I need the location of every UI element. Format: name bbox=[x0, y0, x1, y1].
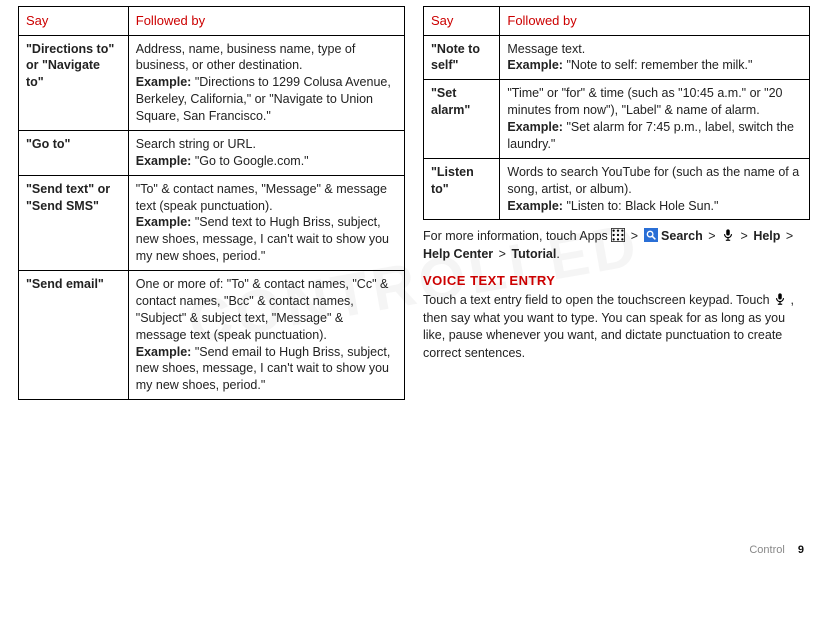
example-label: Example: bbox=[136, 215, 195, 229]
body-text: Message text. bbox=[507, 42, 585, 56]
example-text: "Note to self: remember the milk." bbox=[566, 58, 752, 72]
search-icon bbox=[644, 228, 658, 242]
apps-icon bbox=[611, 228, 625, 242]
followed-cell: Words to search YouTube for (such as the… bbox=[500, 158, 810, 220]
table-row: "Go to" Search string or URL. Example: "… bbox=[19, 130, 405, 175]
example-label: Example: bbox=[507, 199, 566, 213]
body-text: Address, name, business name, type of bu… bbox=[136, 42, 356, 73]
example-text: "Go to Google.com." bbox=[195, 154, 309, 168]
say-cell: "Go to" bbox=[19, 130, 129, 175]
say-cell: "Note to self" bbox=[424, 35, 500, 80]
col-header-say: Say bbox=[424, 7, 500, 36]
body-text: Search string or URL. bbox=[136, 137, 256, 151]
help-center-label: Help Center bbox=[423, 247, 493, 261]
page-footer: Control 9 bbox=[749, 544, 804, 556]
followed-cell: Address, name, business name, type of bu… bbox=[128, 35, 404, 130]
mic-icon bbox=[721, 228, 735, 242]
search-label: Search bbox=[661, 229, 703, 243]
table-row: "Note to self" Message text. Example: "N… bbox=[424, 35, 810, 80]
left-column: Say Followed by "Directions to" or "Navi… bbox=[18, 6, 405, 400]
table-header-row: Say Followed by bbox=[19, 7, 405, 36]
example-label: Example: bbox=[507, 120, 566, 134]
say-cell: "Directions to" or "Navigate to" bbox=[19, 35, 129, 130]
say-cell: "Set alarm" bbox=[424, 80, 500, 159]
right-column: Say Followed by "Note to self" Message t… bbox=[423, 6, 810, 400]
mic-icon bbox=[773, 292, 787, 306]
table-row: "Directions to" or "Navigate to" Address… bbox=[19, 35, 405, 130]
sep: > bbox=[631, 229, 638, 243]
example-label: Example: bbox=[507, 58, 566, 72]
body-text: "Time" or "for" & time (such as "10:45 a… bbox=[507, 86, 782, 117]
table-row: "Listen to" Words to search YouTube for … bbox=[424, 158, 810, 220]
col-header-followed: Followed by bbox=[500, 7, 810, 36]
voice-body-1: Touch a text entry field to open the tou… bbox=[423, 293, 773, 307]
say-text: "Go to" bbox=[26, 137, 70, 151]
voice-text-entry-body: Touch a text entry field to open the tou… bbox=[423, 292, 810, 362]
voice-text-entry-heading: VOICE TEXT ENTRY bbox=[423, 273, 810, 288]
footer-section: Control bbox=[749, 544, 784, 556]
sep: > bbox=[708, 229, 715, 243]
body-text: "To" & contact names, "Message" & messag… bbox=[136, 182, 387, 213]
sep: > bbox=[786, 229, 793, 243]
more-info-line: For more information, touch Apps > Searc… bbox=[423, 228, 810, 263]
col-header-followed: Followed by bbox=[128, 7, 404, 36]
example-label: Example: bbox=[136, 154, 195, 168]
followed-cell: Search string or URL. Example: "Go to Go… bbox=[128, 130, 404, 175]
followed-cell: "To" & contact names, "Message" & messag… bbox=[128, 175, 404, 270]
say-text: "Listen to" bbox=[431, 165, 474, 196]
table-header-row: Say Followed by bbox=[424, 7, 810, 36]
say-cell: "Send email" bbox=[19, 271, 129, 400]
example-text: "Listen to: Black Hole Sun." bbox=[566, 199, 718, 213]
table-row: "Send email" One or more of: "To" & cont… bbox=[19, 271, 405, 400]
say-cell: "Send text" or "Send SMS" bbox=[19, 175, 129, 270]
say-text: "Note to self" bbox=[431, 42, 480, 73]
table-row: "Set alarm" "Time" or "for" & time (such… bbox=[424, 80, 810, 159]
say-cell: "Listen to" bbox=[424, 158, 500, 220]
page-content: Say Followed by "Directions to" or "Navi… bbox=[0, 0, 828, 400]
right-table: Say Followed by "Note to self" Message t… bbox=[423, 6, 810, 220]
footer-page-number: 9 bbox=[798, 544, 804, 556]
say-text: "Send text" or "Send SMS" bbox=[26, 182, 110, 213]
say-text: "Set alarm" bbox=[431, 86, 470, 117]
followed-cell: One or more of: "To" & contact names, "C… bbox=[128, 271, 404, 400]
body-text: Words to search YouTube for (such as the… bbox=[507, 165, 799, 196]
table-row: "Send text" or "Send SMS" "To" & contact… bbox=[19, 175, 405, 270]
sep: > bbox=[741, 229, 748, 243]
sep: > bbox=[499, 247, 506, 261]
example-label: Example: bbox=[136, 75, 195, 89]
say-text: "Send email" bbox=[26, 277, 104, 291]
col-header-say: Say bbox=[19, 7, 129, 36]
help-label: Help bbox=[753, 229, 780, 243]
say-text: "Directions to" or "Navigate to" bbox=[26, 42, 114, 90]
followed-cell: "Time" or "for" & time (such as "10:45 a… bbox=[500, 80, 810, 159]
left-table: Say Followed by "Directions to" or "Navi… bbox=[18, 6, 405, 400]
info-lead: For more information, touch Apps bbox=[423, 229, 611, 243]
followed-cell: Message text. Example: "Note to self: re… bbox=[500, 35, 810, 80]
tutorial-label: Tutorial bbox=[511, 247, 556, 261]
example-label: Example: bbox=[136, 345, 195, 359]
body-text: One or more of: "To" & contact names, "C… bbox=[136, 277, 389, 342]
